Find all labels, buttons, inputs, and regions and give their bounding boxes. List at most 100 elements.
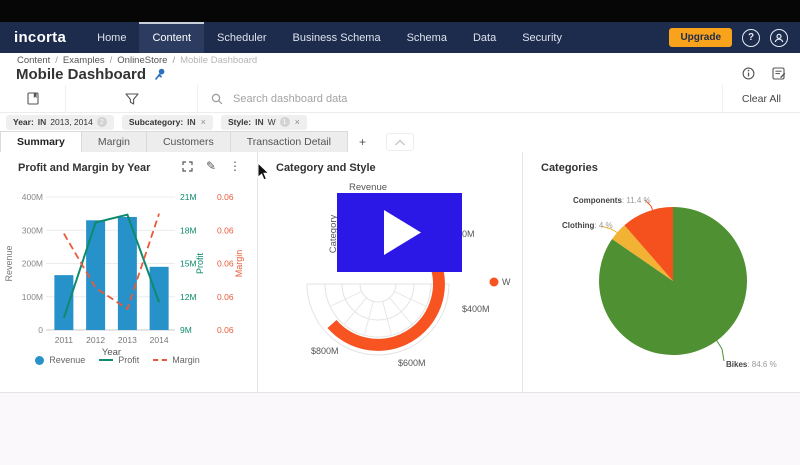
chip-count-badge: 2: [96, 117, 107, 127]
nav-item-security[interactable]: Security: [522, 31, 562, 44]
title-row: Mobile Dashboard: [16, 66, 166, 83]
breadcrumb: Content / Examples / OnlineStore / Mobile Dash…: [17, 55, 257, 66]
svg-text:$400M: $400M: [462, 304, 490, 314]
filter-chip-subcategory[interactable]: Subcategory: IN ×: [121, 114, 213, 130]
nav-item-scheduler[interactable]: Scheduler: [217, 31, 267, 44]
svg-text:2012: 2012: [86, 335, 105, 345]
svg-text:Category: Category: [328, 214, 339, 253]
bookmarks-button[interactable]: [0, 85, 66, 112]
legend-label: Revenue: [49, 355, 86, 365]
insights-notes-icon[interactable]: [772, 67, 786, 80]
nav-item-content[interactable]: Content: [139, 22, 204, 53]
svg-text:100M: 100M: [22, 292, 43, 302]
filter-funnel-icon: [124, 92, 139, 105]
clear-all-button[interactable]: Clear All: [721, 85, 800, 112]
svg-text:12M: 12M: [180, 292, 197, 302]
more-options-icon[interactable]: ⋮: [229, 159, 241, 173]
add-tab-button[interactable]: +: [358, 134, 366, 149]
svg-text:Profit: Profit: [195, 253, 205, 275]
legend-marker: [35, 355, 45, 365]
svg-text:0.06: 0.06: [217, 259, 234, 269]
nav-items: Home Content Scheduler Business Schema Schem…: [84, 22, 575, 53]
edit-pencil-icon[interactable]: ✎: [205, 159, 216, 173]
bookmark-page-icon: [26, 92, 39, 105]
tab-customers[interactable]: Customers: [145, 131, 231, 152]
nav-right-cluster: Upgrade ?: [669, 22, 800, 53]
legend-label: Profit: [118, 355, 140, 365]
panel-categories: Categories Components: 11.4 % Clothing: 4…: [523, 152, 800, 393]
filter-chip-style[interactable]: Style: IN W 1 ×: [220, 114, 307, 130]
user-icon[interactable]: [770, 28, 788, 47]
chart-legend: Revenue Profit Margin: [0, 355, 235, 365]
breadcrumb-item[interactable]: Examples: [62, 55, 105, 66]
incorta-logo[interactable]: incorta: [14, 29, 67, 46]
search-box: [198, 85, 722, 112]
upgrade-button[interactable]: Upgrade: [669, 28, 732, 47]
dashboard-toolbar: Clear All: [0, 85, 800, 113]
filter-button[interactable]: [66, 85, 198, 112]
filter-chips-row: Year: IN 2013, 2014 2 Subcategory: IN × Style: I…: [6, 112, 307, 132]
svg-text:2013: 2013: [118, 335, 137, 345]
svg-text:9M: 9M: [180, 325, 192, 335]
chip-close-icon[interactable]: ×: [294, 117, 300, 127]
svg-text:$800M: $800M: [311, 346, 339, 356]
video-play-overlay[interactable]: [337, 193, 462, 272]
svg-text:0: 0: [38, 325, 43, 335]
breadcrumb-separator: /: [55, 55, 58, 66]
svg-text:Bikes: 84.6 %: Bikes: 84.6 %: [726, 360, 777, 369]
breadcrumb-separator: /: [172, 55, 176, 66]
filter-chip-year[interactable]: Year: IN 2013, 2014 2: [6, 114, 114, 130]
svg-text:400M: 400M: [22, 192, 43, 202]
svg-text:Margin: Margin: [234, 250, 244, 278]
svg-text:15M: 15M: [180, 259, 197, 269]
svg-text:200M: 200M: [22, 259, 43, 269]
legend-item-revenue[interactable]: Revenue: [35, 355, 85, 365]
svg-text:18M: 18M: [180, 225, 197, 235]
combo-chart: 400M 21M 0.06 300M 18M 0.06 200M 15M 0.06 100M 12M…: [4, 192, 244, 357]
svg-text:0.06: 0.06: [217, 192, 234, 202]
svg-text:300M: 300M: [22, 225, 43, 235]
svg-text:2014: 2014: [150, 335, 169, 345]
nav-item-data[interactable]: Data: [472, 31, 497, 44]
breadcrumb-item[interactable]: OnlineStore: [117, 55, 168, 66]
tabs-row: Summary Margin Customers Transaction Detail…: [0, 131, 800, 153]
tabs: Summary Margin Customers Transaction Detail: [0, 131, 348, 152]
help-icon[interactable]: ?: [742, 28, 760, 47]
svg-text:Revenue: Revenue: [4, 245, 14, 281]
search-input[interactable]: [231, 91, 722, 106]
title-actions: [742, 67, 786, 80]
nav-item-business-schema[interactable]: Business Schema: [292, 31, 381, 44]
search-icon: [211, 93, 223, 104]
svg-text:0.06: 0.06: [217, 292, 234, 302]
pin-icon[interactable]: [153, 68, 166, 81]
info-icon[interactable]: [742, 67, 755, 80]
tab-summary[interactable]: Summary: [0, 131, 82, 152]
mouse-cursor: [257, 162, 270, 181]
svg-text:Clothing: 4 %: Clothing: 4 %: [562, 221, 613, 230]
page-title: Mobile Dashboard: [16, 66, 147, 83]
chip-close-icon[interactable]: ×: [200, 117, 206, 127]
pie-chart: Components: 11.4 % Clothing: 4 % Bikes: 84…: [562, 196, 777, 369]
play-icon: [384, 210, 421, 255]
svg-text:Revenue: Revenue: [349, 182, 387, 193]
window-chrome-bar: [0, 0, 800, 22]
tab-transaction-detail[interactable]: Transaction Detail: [229, 131, 348, 152]
chevron-up-icon: [394, 138, 406, 146]
panel-title: Category and Style: [276, 162, 376, 174]
breadcrumb-item: Mobile Dashboard: [180, 55, 258, 66]
nav-item-home[interactable]: Home: [97, 31, 127, 44]
legend-item-profit[interactable]: Profit: [99, 355, 139, 365]
nav-item-schema[interactable]: Schema: [406, 31, 447, 44]
svg-text:21M: 21M: [180, 192, 197, 202]
legend-marker: [99, 358, 114, 362]
collapse-filters-button[interactable]: [386, 133, 414, 151]
svg-text:$600M: $600M: [398, 358, 426, 368]
breadcrumb-item[interactable]: Content: [17, 55, 51, 66]
panel-title: Categories: [541, 162, 598, 174]
tab-margin[interactable]: Margin: [80, 131, 147, 152]
person-glyph: [774, 33, 784, 42]
expand-icon[interactable]: [182, 160, 193, 172]
chip-count-badge: 1: [279, 117, 290, 127]
legend-item-margin[interactable]: Margin: [153, 355, 200, 365]
